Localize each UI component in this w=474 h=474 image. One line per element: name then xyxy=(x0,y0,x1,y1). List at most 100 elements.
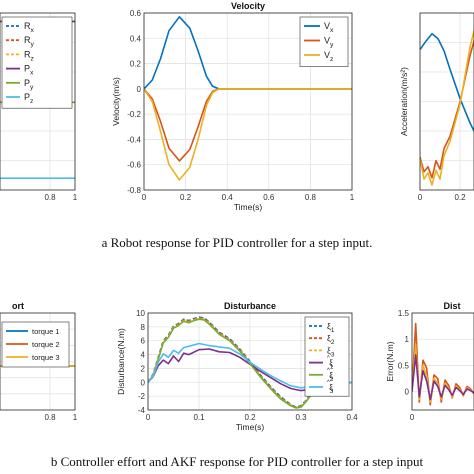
y-tick-label: 4 xyxy=(141,351,146,360)
x-tick-label: 0 xyxy=(146,413,151,422)
y-tick-label: -2 xyxy=(138,392,146,401)
series-line xyxy=(144,88,352,162)
legend-label: torque 3 xyxy=(32,353,60,362)
legend-box xyxy=(1,16,73,109)
legend-label: Py xyxy=(24,78,34,91)
y-tick-label: 0 xyxy=(141,378,146,387)
y-tick-label: 2 xyxy=(141,364,146,373)
x-axis-label: Time(s) xyxy=(236,422,265,432)
chart-disturbance: -4 -2 0 2 4 6 8 10 0 0.1 0.2 0.3 0.4 Disturbance Time(… xyxy=(116,301,358,432)
legend-label: Px xyxy=(24,64,34,77)
y-tick-label: 1.5 xyxy=(398,309,410,318)
legend-label: ξ^1 xyxy=(327,356,334,371)
chart-title: Velocity xyxy=(231,1,265,11)
series-group xyxy=(144,15,352,181)
legend-box xyxy=(304,316,350,397)
series-line xyxy=(420,38,474,179)
chart-title: ort xyxy=(12,301,24,311)
y-tick-label: 10 xyxy=(136,309,145,318)
caption-a: a Robot response for PID controller for … xyxy=(101,235,373,250)
y-tick-label: 1 xyxy=(405,335,410,344)
legend-label: Ry xyxy=(24,35,35,48)
legend-label: torque 1 xyxy=(32,327,60,336)
x-tick-label: 1 xyxy=(73,413,78,422)
y-tick-label: -4 xyxy=(138,406,146,415)
x-tick-label: 0.8 xyxy=(44,193,56,202)
x-tick-label: 0.2 xyxy=(454,193,466,202)
x-tick-label: 0.8 xyxy=(44,413,56,422)
axes-box xyxy=(143,12,353,191)
series-line xyxy=(144,15,352,90)
axes-box xyxy=(0,312,76,411)
series-line xyxy=(144,88,352,181)
chart-velocity: -0.8 -0.6 -0.4 -0.2 0 0.2 0.4 0.6 0 0.2 0.4 0.6 0.8 1… xyxy=(111,1,355,212)
axes-box xyxy=(419,12,474,191)
y-tick-label: 6 xyxy=(141,337,146,346)
y-tick-label: 0.6 xyxy=(130,9,142,18)
y-tick-label: -0.2 xyxy=(127,110,141,119)
y-axis-label: Acceleration(m/s²) xyxy=(399,67,409,136)
legend-label: ξ^3 xyxy=(327,380,334,395)
axes-box xyxy=(411,312,474,411)
chart-title: Dist xyxy=(443,301,460,311)
legend-label: Vz xyxy=(324,50,334,63)
series-line xyxy=(420,32,474,133)
series-line xyxy=(148,318,352,409)
series-line xyxy=(420,27,474,186)
legend-label: Rx xyxy=(24,21,35,34)
legend-controller-effort: torque 1 torque 2 torque 3 xyxy=(1,321,70,368)
legend-label: torque 2 xyxy=(32,340,60,349)
y-tick-label: 0.4 xyxy=(130,34,142,43)
series-group xyxy=(420,27,474,186)
y-tick-label: 8 xyxy=(141,323,146,332)
x-tick-label: 1 xyxy=(350,193,355,202)
y-axis-label: Velocity(m/s) xyxy=(111,77,121,126)
x-tick-label: 0.4 xyxy=(346,413,358,422)
legend-label: Vy xyxy=(324,36,334,49)
y-tick-label: -0.6 xyxy=(127,161,141,170)
x-axis-label: Time(s) xyxy=(234,202,263,212)
x-tick-label: 0 xyxy=(142,193,147,202)
y-tick-label: 0.5 xyxy=(398,361,410,370)
y-tick-label: -0.4 xyxy=(127,135,141,144)
x-tick-label: 0.3 xyxy=(295,413,307,422)
legend-label: ξ2 xyxy=(327,333,335,346)
series-line xyxy=(412,354,474,401)
chart-controller-effort: 0.8 1 ort torque 1 torque 2 torque 3 xyxy=(0,301,78,422)
x-tick-label: 0 xyxy=(410,413,415,422)
x-tick-label: 0.1 xyxy=(193,413,205,422)
chart-title: Disturbance xyxy=(224,301,276,311)
x-tick-label: 0.8 xyxy=(305,193,317,202)
x-tick-label: 0.4 xyxy=(222,193,234,202)
x-tick-label: 0.2 xyxy=(180,193,192,202)
legend-label: Rz xyxy=(24,49,35,62)
axes-box xyxy=(147,312,353,411)
caption-b: b Controller effort and AKF response for… xyxy=(50,454,424,469)
chart-acceleration: 0 0.2 Acceleration(m/s²) xyxy=(399,12,474,202)
series-group xyxy=(412,322,474,406)
y-tick-label: 0 xyxy=(405,388,410,397)
y-axis-label: Disturbance(N.m) xyxy=(116,328,126,395)
x-tick-label: 1 xyxy=(73,193,78,202)
y-tick-label: 0 xyxy=(137,85,142,94)
series-line xyxy=(412,343,474,403)
legend-label: ξ3 xyxy=(327,345,335,358)
axes-box xyxy=(0,12,76,191)
x-tick-label: 0.6 xyxy=(263,193,275,202)
y-tick-label: 0.2 xyxy=(130,60,142,69)
x-tick-label: 0 xyxy=(418,193,423,202)
legend-label: ξ^2 xyxy=(327,368,334,383)
legend-label: Pz xyxy=(24,92,34,105)
y-axis-label: Error(N.m) xyxy=(385,341,395,381)
y-tick-label: -0.8 xyxy=(127,186,141,195)
legend-label: ξ1 xyxy=(327,321,335,334)
x-tick-label: 0.2 xyxy=(244,413,256,422)
legend-label: Vx xyxy=(324,21,334,34)
series-line xyxy=(412,322,474,406)
chart-error: 0 0.5 1 1.5 0 Dist Error(N.m) xyxy=(385,301,474,422)
